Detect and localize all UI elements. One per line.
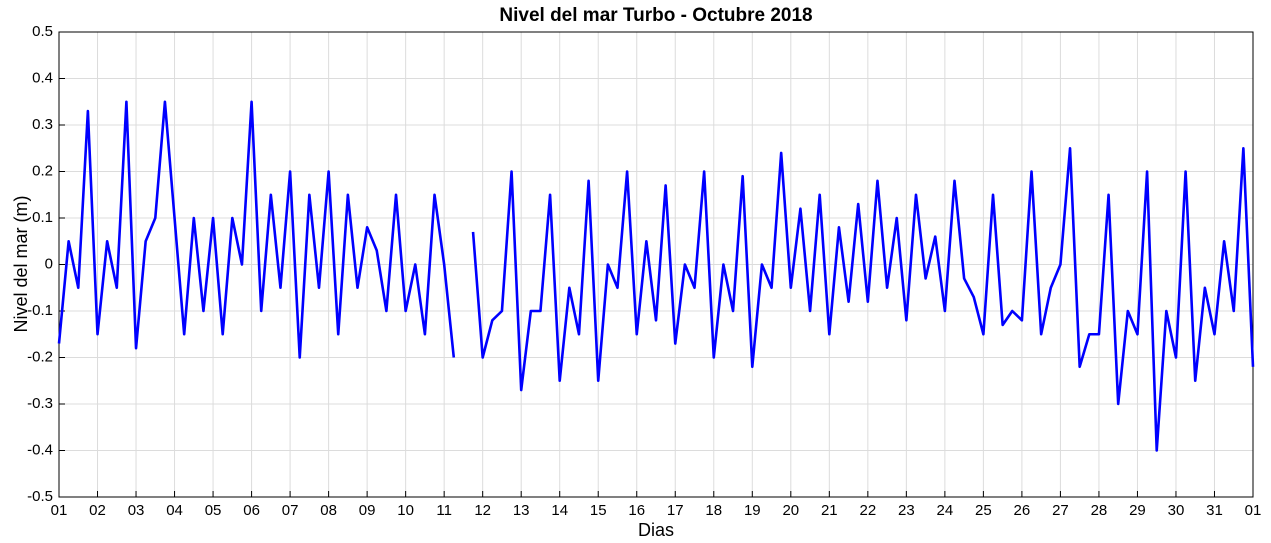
y-tick-label: 0.4 <box>32 69 53 86</box>
x-tick-label: 04 <box>166 502 183 519</box>
chart-title: Nivel del mar Turbo - Octubre 2018 <box>499 5 812 26</box>
x-tick-label: 01 <box>1245 502 1262 519</box>
x-tick-label: 21 <box>821 502 838 519</box>
y-tick-label: 0.5 <box>32 23 53 40</box>
x-tick-label: 11 <box>436 502 452 519</box>
x-tick-label: 29 <box>1129 502 1146 519</box>
x-tick-label: 14 <box>551 502 568 519</box>
x-tick-label: 22 <box>859 502 876 519</box>
x-tick-label: 18 <box>705 502 722 519</box>
x-tick-label: 03 <box>128 502 145 519</box>
y-tick-label: -0.5 <box>27 488 53 505</box>
x-axis-label: Dias <box>638 520 674 540</box>
x-tick-label: 31 <box>1206 502 1223 519</box>
data-line <box>471 146 1255 452</box>
x-tick-label: 23 <box>898 502 915 519</box>
x-tick-label: 15 <box>590 502 607 519</box>
x-tick-label: 02 <box>89 502 106 519</box>
x-tick-label: 19 <box>744 502 761 519</box>
y-tick-label: -0.3 <box>27 395 53 412</box>
x-tick-label: 05 <box>205 502 222 519</box>
y-tick-label: 0 <box>45 255 53 272</box>
x-tick-label: 06 <box>243 502 260 519</box>
x-tick-label: 01 <box>51 502 68 519</box>
x-tick-label: 30 <box>1168 502 1185 519</box>
x-tick-label: 26 <box>1014 502 1031 519</box>
x-tick-label: 17 <box>667 502 684 519</box>
x-tick-label: 12 <box>474 502 491 519</box>
data-line <box>57 100 456 359</box>
y-tick-label: 0.1 <box>32 209 53 226</box>
x-tick-label: 28 <box>1091 502 1108 519</box>
y-tick-label: -0.2 <box>27 348 53 365</box>
x-tick-label: 24 <box>937 502 954 519</box>
x-tick-label: 20 <box>782 502 799 519</box>
x-tick-label: 09 <box>359 502 376 519</box>
x-tick-label: 16 <box>628 502 645 519</box>
x-tick-label: 07 <box>282 502 299 519</box>
x-tick-label: 25 <box>975 502 992 519</box>
y-axis-label: Nivel del mar (m) <box>11 195 31 332</box>
x-tick-label: 27 <box>1052 502 1069 519</box>
y-tick-label: 0.3 <box>32 116 53 133</box>
plot-frame <box>58 31 1254 498</box>
y-tick-label: -0.4 <box>27 441 53 458</box>
x-tick-label: 10 <box>397 502 414 519</box>
y-tick-label: 0.2 <box>32 162 53 179</box>
y-tick-label: -0.1 <box>27 302 53 319</box>
x-tick-label: 08 <box>320 502 337 519</box>
x-tick-label: 13 <box>513 502 530 519</box>
